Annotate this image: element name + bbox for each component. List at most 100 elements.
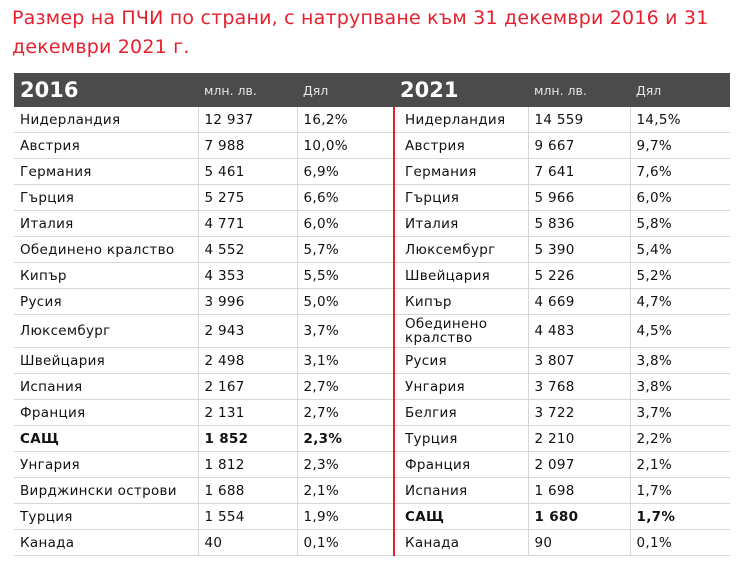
table-cell: 6,9%	[297, 158, 395, 185]
table-cell: 5,0%	[297, 288, 395, 315]
table-cell: Испания	[14, 373, 199, 400]
table-row: Вирджински острови 1 688 2,1% Испания 1 698 1…	[14, 477, 730, 504]
table-cell: 5 461	[198, 158, 298, 185]
table-cell: 5,5%	[297, 262, 395, 289]
table-cell: Франция	[394, 451, 529, 478]
table-cell: 3,1%	[297, 347, 395, 374]
table-cell: 4,5%	[630, 314, 730, 348]
table-cell: 2 943	[198, 314, 298, 348]
table-cell: Люксембург	[14, 314, 199, 348]
table-cell: Кипър	[14, 262, 199, 289]
table-cell: Русия	[394, 347, 529, 374]
table-cell: 14,5%	[630, 107, 730, 133]
table-cell: Швейцария	[394, 262, 529, 289]
table-cell: 5 390	[528, 236, 631, 263]
table-cell: Унгария	[14, 451, 199, 478]
table-cell: 40	[198, 529, 298, 556]
table-cell: Унгария	[394, 373, 529, 400]
header-cell: млн. лв.	[204, 82, 257, 98]
table-row: Канада 40 0,1% Канада 90 0,1%	[14, 529, 730, 556]
table-cell: 3,8%	[630, 373, 730, 400]
table-cell: 1,7%	[630, 503, 730, 530]
table-row: Турция 1 554 1,9% САЩ 1 680 1,7%	[14, 503, 730, 530]
table-cell: Германия	[394, 158, 529, 185]
table-cell: 6,0%	[297, 210, 395, 237]
table-row: Русия 3 996 5,0% Кипър 4 669 4,7%	[14, 288, 730, 315]
table-cell: 1 554	[198, 503, 298, 530]
table-cell: 16,2%	[297, 107, 395, 133]
table-cell: Обединено кралство	[14, 236, 199, 263]
table-row: Кипър 4 353 5,5% Швейцария 5 226 5,2%	[14, 262, 730, 289]
table-cell: 4 353	[198, 262, 298, 289]
table-cell: Нидерландия	[14, 107, 199, 133]
table-cell: САЩ	[394, 503, 529, 530]
table-cell: 5,8%	[630, 210, 730, 237]
table-cell: 2 167	[198, 373, 298, 400]
table-cell: 9,7%	[630, 132, 730, 159]
table-row: Италия 4 771 6,0% Италия 5 836 5,8%	[14, 210, 730, 237]
table-row: Обединено кралство 4 552 5,7% Люксембург 5 3…	[14, 236, 730, 263]
table-cell: 1,9%	[297, 503, 395, 530]
table-cell: Италия	[394, 210, 529, 237]
table-body: Нидерландия 12 937 16,2% Нидерландия 14 559 1…	[14, 107, 730, 556]
table-cell: 4 771	[198, 210, 298, 237]
table-cell: 3,7%	[630, 399, 730, 426]
table-cell: 7 641	[528, 158, 631, 185]
table-cell: 10,0%	[297, 132, 395, 159]
table-cell: 1 688	[198, 477, 298, 504]
table-cell: Гърция	[14, 184, 199, 211]
table-cell: 2,1%	[297, 477, 395, 504]
table-cell: 5 966	[528, 184, 631, 211]
table-cell: Обединено кралство	[394, 314, 529, 348]
table-cell: 3 807	[528, 347, 631, 374]
table-cell: 3 996	[198, 288, 298, 315]
table-cell: Франция	[14, 399, 199, 426]
table-row: Испания 2 167 2,7% Унгария 3 768 3,8%	[14, 373, 730, 400]
table-cell: Швейцария	[14, 347, 199, 374]
table-cell: 1 852	[198, 425, 298, 452]
table-cell: 5 275	[198, 184, 298, 211]
table-cell: Германия	[14, 158, 199, 185]
table-cell: 4 669	[528, 288, 631, 315]
table-cell: 9 667	[528, 132, 631, 159]
header-row: 2016 млн. лв. Дял 2021 млн. лв. Дял	[14, 73, 730, 107]
table-cell: 4,7%	[630, 288, 730, 315]
table-row: Люксембург 2 943 3,7% Обединено кралство 4 4…	[14, 314, 730, 348]
table-cell: Австрия	[394, 132, 529, 159]
table-cell: 1,7%	[630, 477, 730, 504]
table-cell: 6,0%	[630, 184, 730, 211]
table-cell: 4 483	[528, 314, 631, 348]
table-cell: Испания	[394, 477, 529, 504]
table-cell: 2,2%	[630, 425, 730, 452]
table-cell: 7 988	[198, 132, 298, 159]
table-cell: 3,7%	[297, 314, 395, 348]
table-cell: Италия	[14, 210, 199, 237]
header-cell: 2016	[20, 78, 79, 102]
table-row: САЩ 1 852 2,3% Турция 2 210 2,2%	[14, 425, 730, 452]
table-cell: 1 698	[528, 477, 631, 504]
table-cell: 5,2%	[630, 262, 730, 289]
table-row: Германия 5 461 6,9% Германия 7 641 7,6%	[14, 158, 730, 185]
table-row: Унгария 1 812 2,3% Франция 2 097 2,1%	[14, 451, 730, 478]
table-cell: 5 226	[528, 262, 631, 289]
header-cell: млн. лв.	[534, 82, 587, 98]
table-cell: 0,1%	[297, 529, 395, 556]
table-cell: 2 498	[198, 347, 298, 374]
table-cell: 5 836	[528, 210, 631, 237]
table-cell: 14 559	[528, 107, 631, 133]
table-cell: Кипър	[394, 288, 529, 315]
table-cell: Вирджински острови	[14, 477, 199, 504]
table-cell: 5,7%	[297, 236, 395, 263]
table-cell: Австрия	[14, 132, 199, 159]
table-cell: 2 097	[528, 451, 631, 478]
table-cell: 2,7%	[297, 399, 395, 426]
table-cell: САЩ	[14, 425, 199, 452]
table-cell: Гърция	[394, 184, 529, 211]
table-cell: Канада	[394, 529, 529, 556]
table-row: Гърция 5 275 6,6% Гърция 5 966 6,0%	[14, 184, 730, 211]
table-cell: 7,6%	[630, 158, 730, 185]
table-cell: 12 937	[198, 107, 298, 133]
header-cell: Дял	[303, 82, 329, 98]
table-cell: 3 722	[528, 399, 631, 426]
